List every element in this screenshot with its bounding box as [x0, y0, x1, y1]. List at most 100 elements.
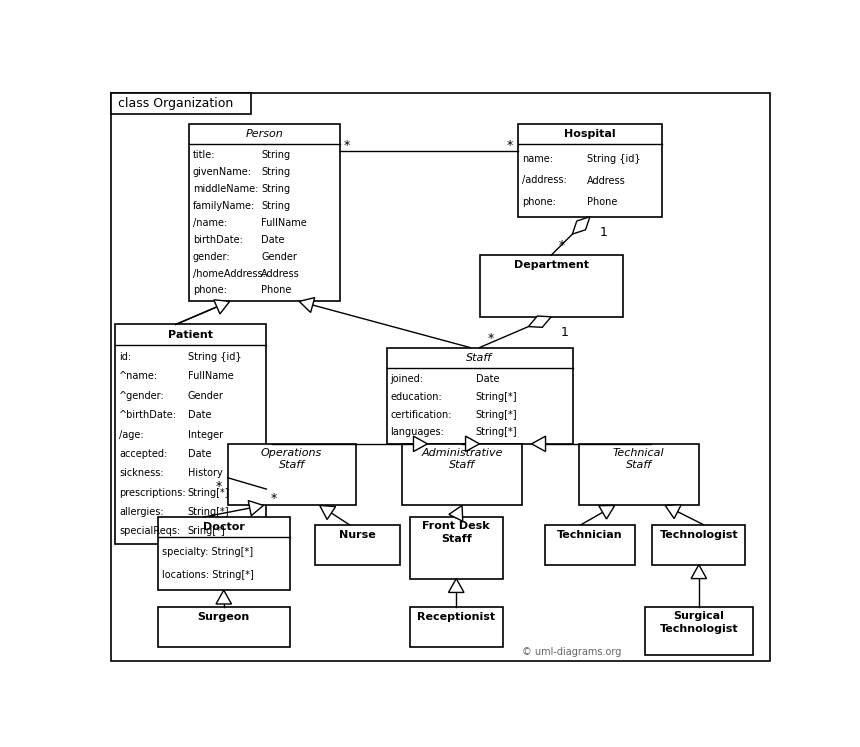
FancyBboxPatch shape	[409, 607, 503, 647]
Text: name:: name:	[522, 154, 553, 164]
Polygon shape	[531, 436, 545, 451]
Text: specialReqs:: specialReqs:	[120, 527, 181, 536]
Text: Technical
Staff: Technical Staff	[613, 448, 665, 471]
Text: ^gender:: ^gender:	[120, 391, 165, 401]
Text: Technician: Technician	[557, 530, 623, 539]
Text: Technologist: Technologist	[660, 530, 738, 539]
Text: birthDate:: birthDate:	[193, 235, 243, 245]
Text: Phone: Phone	[261, 285, 292, 295]
Text: Phone: Phone	[587, 197, 617, 208]
FancyBboxPatch shape	[189, 124, 340, 301]
Polygon shape	[216, 590, 231, 604]
FancyBboxPatch shape	[409, 517, 503, 579]
Polygon shape	[573, 217, 590, 234]
FancyBboxPatch shape	[545, 524, 635, 565]
Text: String {id}: String {id}	[587, 154, 641, 164]
Text: certification:: certification:	[390, 409, 452, 420]
Text: familyName:: familyName:	[193, 201, 255, 211]
Text: Gender: Gender	[187, 391, 224, 401]
Text: *: *	[559, 240, 565, 252]
Polygon shape	[320, 506, 335, 519]
FancyBboxPatch shape	[645, 607, 753, 655]
Text: languages:: languages:	[390, 427, 445, 437]
Text: phone:: phone:	[193, 285, 227, 295]
Polygon shape	[691, 565, 707, 579]
Text: *: *	[344, 139, 350, 152]
Polygon shape	[465, 436, 480, 451]
Text: Date: Date	[261, 235, 285, 245]
Text: *: *	[270, 492, 277, 505]
FancyBboxPatch shape	[519, 124, 661, 217]
Polygon shape	[599, 506, 615, 519]
Text: String: String	[261, 184, 291, 194]
Text: Receptionist: Receptionist	[417, 612, 495, 622]
Text: /homeAddress:: /homeAddress:	[193, 268, 266, 279]
FancyBboxPatch shape	[228, 444, 355, 506]
Text: String[*]: String[*]	[476, 409, 518, 420]
Text: locations: String[*]: locations: String[*]	[162, 570, 254, 580]
Text: *: *	[215, 480, 222, 494]
Polygon shape	[249, 500, 263, 515]
Text: Hospital: Hospital	[564, 129, 616, 139]
Text: *: *	[507, 139, 513, 152]
Text: Address: Address	[587, 176, 626, 185]
Text: 1: 1	[561, 326, 568, 338]
Text: middleName:: middleName:	[193, 184, 258, 194]
Text: class Organization: class Organization	[118, 97, 233, 111]
Text: Staff: Staff	[466, 353, 493, 362]
Text: Date: Date	[187, 410, 212, 420]
FancyBboxPatch shape	[402, 444, 522, 506]
Text: Doctor: Doctor	[203, 522, 245, 532]
Text: Department: Department	[513, 260, 589, 270]
Text: givenName:: givenName:	[193, 167, 252, 177]
Text: FullName: FullName	[187, 371, 234, 382]
Text: String: String	[261, 167, 291, 177]
Text: History: History	[187, 468, 223, 478]
Polygon shape	[449, 579, 464, 592]
Text: id:: id:	[120, 352, 132, 362]
Polygon shape	[299, 297, 315, 312]
Text: Operations
Staff: Operations Staff	[261, 448, 322, 471]
Text: Person: Person	[246, 129, 283, 139]
Text: title:: title:	[193, 150, 215, 161]
Text: Date: Date	[476, 374, 500, 384]
Text: Gender: Gender	[261, 252, 298, 261]
Text: accepted:: accepted:	[120, 449, 168, 459]
Text: Administrative
Staff: Administrative Staff	[421, 448, 503, 471]
Text: String[*]: String[*]	[187, 507, 230, 517]
Text: prescriptions:: prescriptions:	[120, 488, 186, 498]
Text: education:: education:	[390, 392, 442, 402]
Text: sickness:: sickness:	[120, 468, 163, 478]
FancyBboxPatch shape	[653, 524, 746, 565]
Text: FullName: FullName	[261, 218, 307, 228]
Text: ^birthDate:: ^birthDate:	[120, 410, 177, 420]
Polygon shape	[214, 300, 230, 314]
Text: ^name:: ^name:	[120, 371, 158, 382]
FancyBboxPatch shape	[480, 255, 623, 317]
Text: /name:: /name:	[193, 218, 227, 228]
Text: Patient: Patient	[169, 329, 213, 339]
Text: Surgeon: Surgeon	[198, 612, 250, 622]
Text: /age:: /age:	[120, 430, 144, 439]
Text: String[*]: String[*]	[187, 488, 230, 498]
FancyBboxPatch shape	[386, 347, 573, 444]
FancyBboxPatch shape	[158, 607, 290, 647]
Polygon shape	[665, 505, 681, 518]
Text: Surgical
Technologist: Surgical Technologist	[660, 611, 738, 633]
Text: specialty: String[*]: specialty: String[*]	[162, 547, 253, 557]
Text: Sring[*]: Sring[*]	[187, 527, 225, 536]
Text: joined:: joined:	[390, 374, 423, 384]
Text: Date: Date	[187, 449, 212, 459]
FancyBboxPatch shape	[112, 93, 770, 661]
Text: String: String	[261, 201, 291, 211]
FancyBboxPatch shape	[112, 93, 251, 114]
FancyBboxPatch shape	[579, 444, 699, 506]
Text: String[*]: String[*]	[476, 392, 518, 402]
FancyBboxPatch shape	[115, 324, 267, 544]
Text: String[*]: String[*]	[476, 427, 518, 437]
Text: String {id}: String {id}	[187, 352, 242, 362]
Text: © uml-diagrams.org: © uml-diagrams.org	[522, 647, 622, 657]
Polygon shape	[449, 506, 463, 521]
Text: /address:: /address:	[522, 176, 567, 185]
Text: phone:: phone:	[522, 197, 556, 208]
